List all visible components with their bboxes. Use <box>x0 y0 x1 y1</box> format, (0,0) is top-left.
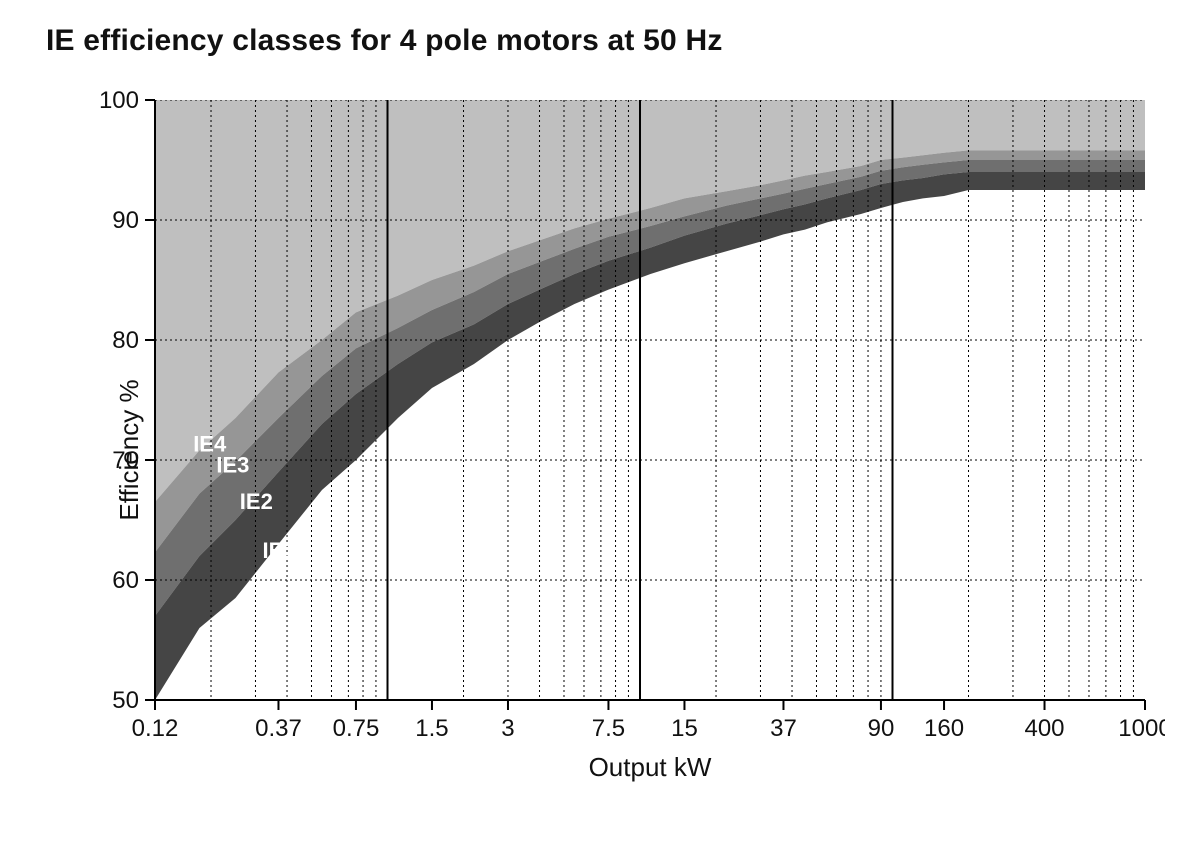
x-tick-label: 3 <box>501 715 514 742</box>
y-tick-label: 90 <box>112 207 139 234</box>
band-label-ie3: IE3 <box>216 452 249 477</box>
x-tick-label: 160 <box>924 715 964 742</box>
chart-title: IE efficiency classes for 4 pole motors … <box>46 24 1170 58</box>
y-tick-label: 100 <box>99 90 139 114</box>
y-axis-label: Efficiency % <box>114 379 145 520</box>
band-label-ie2: IE2 <box>240 489 273 514</box>
x-axis-label: Output kW <box>589 752 712 782</box>
x-tick-label: 37 <box>770 715 797 742</box>
x-tick-label: 400 <box>1024 715 1064 742</box>
x-tick-label: 90 <box>868 715 895 742</box>
bands-group <box>155 100 1145 700</box>
efficiency-chart: IE4IE3IE2IE150607080901000.120.370.751.5… <box>55 90 1165 810</box>
x-tick-label: 0.37 <box>255 715 302 742</box>
x-tick-label: 1.5 <box>415 715 448 742</box>
y-tick-label: 60 <box>112 567 139 594</box>
chart-container: Efficiency % IE4IE3IE2IE150607080901000.… <box>55 90 1165 810</box>
y-tick-label: 80 <box>112 327 139 354</box>
x-tick-label: 15 <box>671 715 698 742</box>
y-tick-label: 50 <box>112 687 139 714</box>
band-label-ie1: IE1 <box>263 538 296 563</box>
x-tick-label: 0.75 <box>333 715 380 742</box>
x-tick-label: 0.12 <box>132 715 179 742</box>
x-tick-label: 1000 <box>1118 715 1165 742</box>
x-tick-label: 7.5 <box>592 715 625 742</box>
